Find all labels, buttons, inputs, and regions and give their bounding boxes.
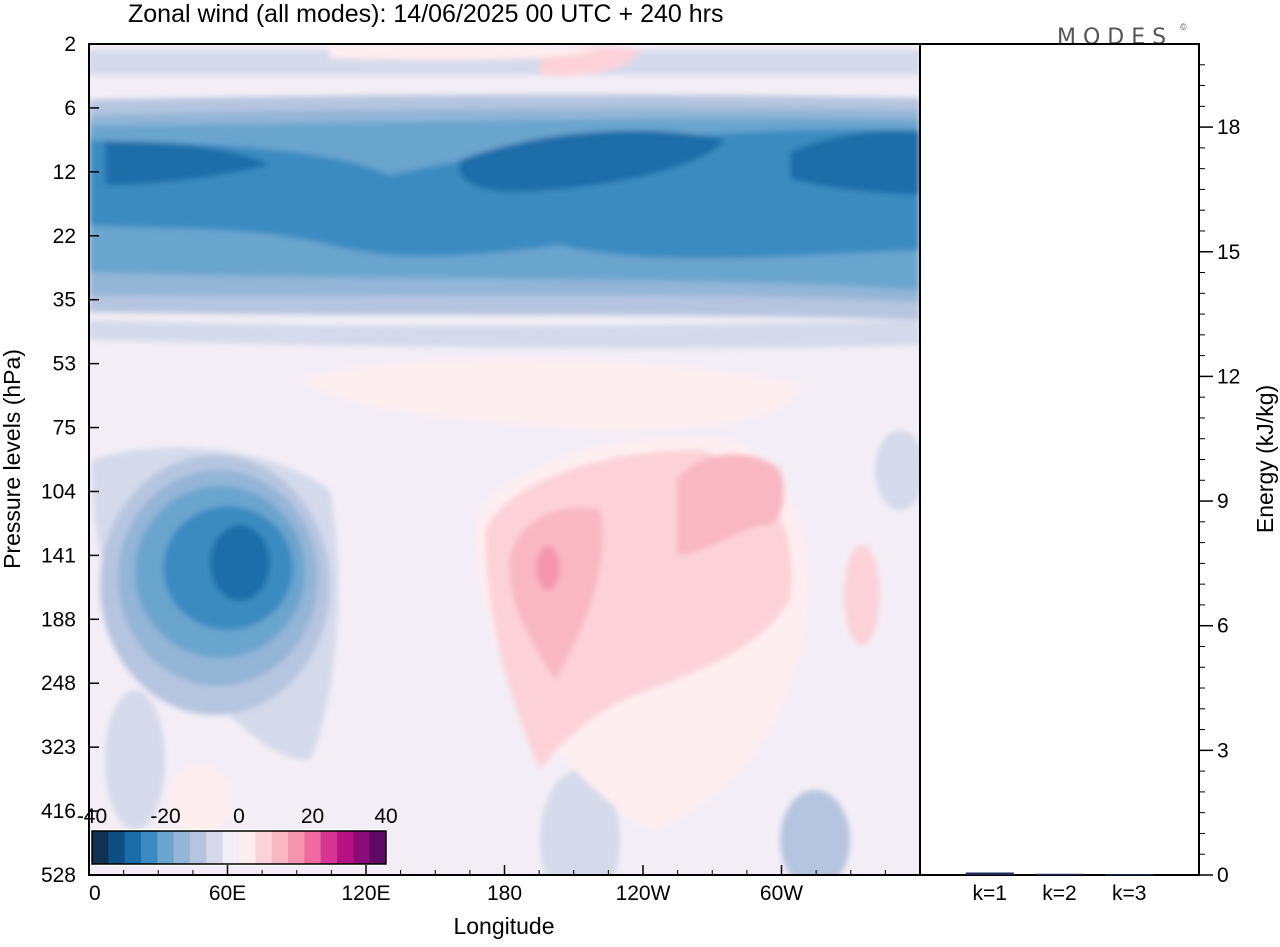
- energy-tick-label: 12: [1217, 365, 1240, 388]
- colorbar-bin: [157, 831, 175, 864]
- pressure-axis: 2 6 12 22 35 53 75 104 141 188 248 323 416 528: [41, 33, 99, 887]
- colorbar-bin: [108, 831, 126, 864]
- contour-band: [210, 525, 270, 601]
- longitude-axis: 0 60E 120E 180 120W 60W: [88, 865, 886, 905]
- x-tick-label: 120W: [616, 882, 671, 905]
- contour-band: [105, 141, 270, 185]
- energy-bar: [1035, 873, 1084, 875]
- contour-band: [536, 546, 560, 590]
- colorbar-bin: [239, 831, 256, 864]
- energy-axis: 0 3 6 9 12 15 18: [1199, 64, 1240, 887]
- energy-category-label: k=1: [973, 882, 1007, 905]
- contour-band: [330, 45, 600, 60]
- y-tick-label: 6: [64, 97, 76, 120]
- colorbar-tick-label: -40: [77, 805, 107, 828]
- x-tick-label: 60E: [209, 882, 246, 905]
- energy-bars: k=1 k=2 k=3: [965, 872, 1154, 905]
- x-tick-label: 180: [487, 882, 522, 905]
- y-axis-label: Pressure levels (hPa): [0, 349, 25, 569]
- x-tick-label: 120E: [341, 882, 390, 905]
- contour-bands: [89, 45, 920, 875]
- contour-band: [780, 790, 850, 875]
- y-tick-label: 2: [64, 33, 76, 56]
- colorbar-tick-label: 40: [374, 805, 397, 828]
- energy-tick-label: 18: [1217, 116, 1240, 139]
- colorbar-bin: [92, 831, 109, 864]
- contour-band: [790, 130, 920, 195]
- contour-band: [540, 770, 620, 875]
- y-tick-label: 528: [41, 864, 76, 887]
- y-tick-label: 141: [41, 544, 76, 567]
- energy-category-label: k=2: [1042, 882, 1076, 905]
- colorbar-tick-label: 0: [233, 805, 245, 828]
- y-tick-label: 35: [53, 289, 76, 312]
- brand-copyright-mark: ©: [1180, 22, 1187, 32]
- colorbar-bin: [255, 831, 273, 864]
- colorbar-bin: [369, 831, 387, 864]
- colorbar-bin: [271, 831, 289, 864]
- colorbar-bin: [206, 831, 224, 864]
- energy-bar: [1105, 874, 1154, 876]
- y-tick-label: 188: [41, 608, 76, 631]
- contour-band: [170, 765, 230, 835]
- energy-axis-label: Energy (kJ/kg): [1252, 385, 1278, 533]
- energy-tick-label: 9: [1217, 490, 1229, 513]
- y-tick-label: 12: [53, 161, 76, 184]
- energy-category-label: k=3: [1112, 882, 1146, 905]
- contour-band: [875, 430, 920, 510]
- colorbar-bin: [320, 831, 338, 864]
- contour-band: [89, 129, 920, 259]
- energy-tick-label: 3: [1217, 739, 1229, 762]
- energy-tick-label: 0: [1217, 864, 1229, 887]
- colorbar-frame: [91, 830, 387, 865]
- y-tick-label: 104: [41, 480, 76, 503]
- y-tick-label: 248: [41, 672, 76, 695]
- wind-field: [89, 44, 920, 875]
- energy-panel-frame: [919, 43, 1200, 876]
- x-axis-label: Longitude: [453, 913, 554, 939]
- energy-tick-label: 6: [1217, 615, 1229, 638]
- colorbar: -40 -20 0 20 40: [77, 805, 398, 866]
- y-tick-label: 53: [53, 353, 76, 376]
- colorbar-bin: [222, 831, 240, 864]
- colorbar-bin: [173, 831, 191, 864]
- energy-tick-label: 15: [1217, 241, 1240, 264]
- contour-band: [509, 507, 603, 680]
- colorbar-tick-label: 20: [301, 805, 324, 828]
- contour-band: [105, 690, 165, 830]
- x-tick-label: 0: [89, 882, 101, 905]
- colorbar-bin: [141, 831, 158, 864]
- x-tick-label: 60W: [760, 882, 803, 905]
- colorbar-bin: [124, 831, 142, 864]
- colorbar-bin: [304, 831, 322, 864]
- chart-title: Zonal wind (all modes): 14/06/2025 00 UT…: [128, 0, 723, 28]
- colorbar-bin: [353, 831, 371, 864]
- y-tick-label: 22: [53, 225, 76, 248]
- contour-band: [844, 545, 880, 645]
- energy-bar: [965, 872, 1014, 875]
- contour-band: [459, 130, 725, 192]
- colorbar-tick-label: -20: [150, 805, 180, 828]
- colorbar-bin: [337, 831, 354, 864]
- y-tick-label: 323: [41, 736, 76, 759]
- contour-band: [89, 320, 920, 349]
- y-tick-label: 75: [53, 417, 76, 440]
- contour-band: [300, 359, 800, 430]
- colorbar-bin: [190, 831, 207, 864]
- y-tick-label: 416: [41, 800, 76, 823]
- colorbar-bin: [288, 831, 305, 864]
- contour-band: [677, 453, 784, 555]
